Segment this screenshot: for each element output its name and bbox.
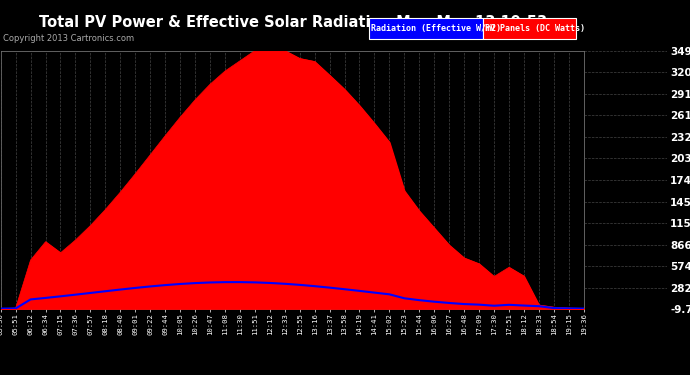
Text: Copyright 2013 Cartronics.com: Copyright 2013 Cartronics.com [3,34,135,43]
Text: Radiation (Effective W/m2): Radiation (Effective W/m2) [371,24,501,33]
Text: Total PV Power & Effective Solar Radiation Mon May 13 19:53: Total PV Power & Effective Solar Radiati… [39,15,547,30]
Text: PV Panels (DC Watts): PV Panels (DC Watts) [485,24,585,33]
